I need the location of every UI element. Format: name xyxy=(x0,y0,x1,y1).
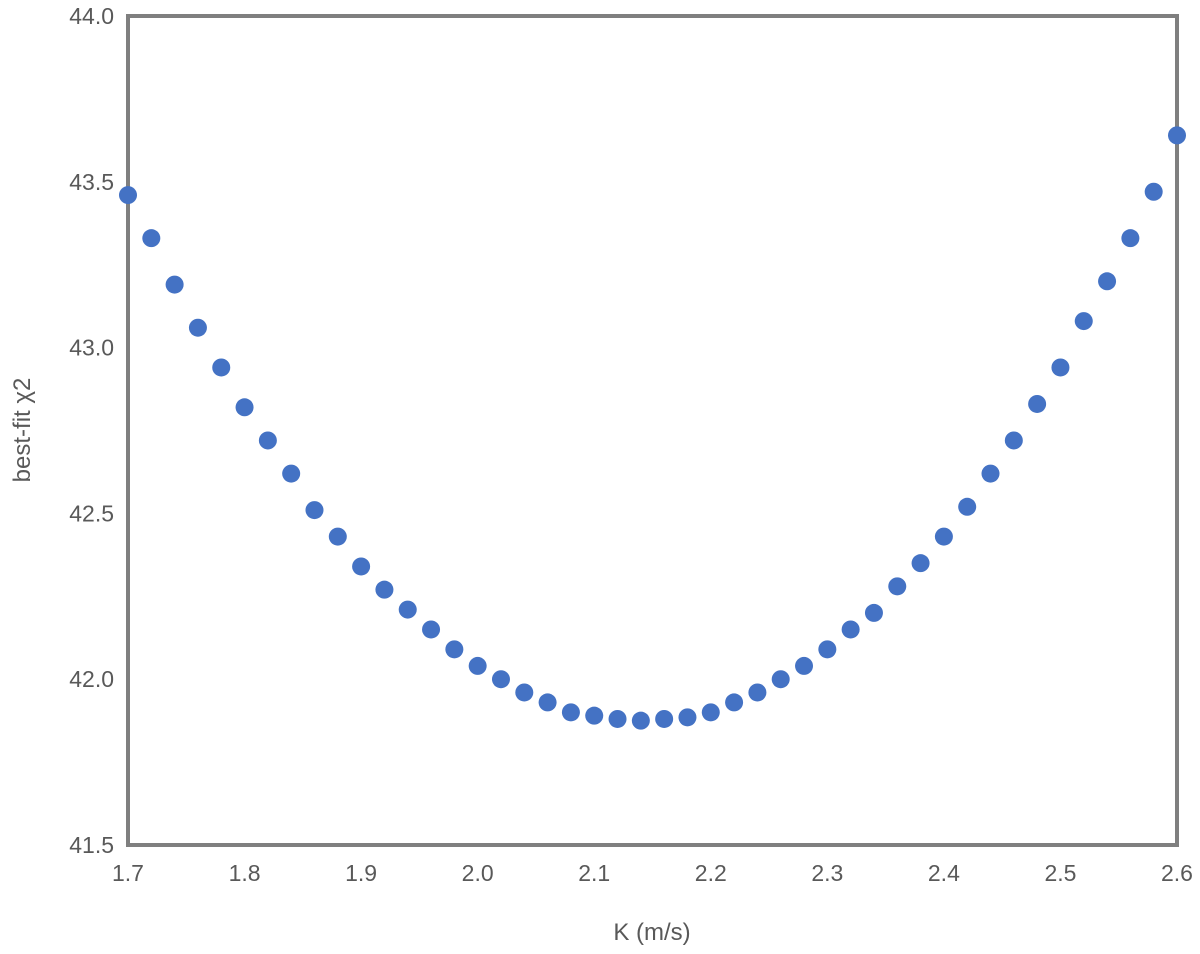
x-axis-title: K (m/s) xyxy=(613,919,690,946)
data-point xyxy=(585,706,604,725)
data-point xyxy=(328,527,347,546)
data-point xyxy=(1144,182,1163,201)
data-point xyxy=(398,600,417,619)
data-point xyxy=(678,708,697,727)
data-point xyxy=(445,640,464,659)
data-point xyxy=(1168,126,1186,145)
x-tick-label: 2.4 xyxy=(928,860,960,886)
data-point xyxy=(934,527,953,546)
data-point xyxy=(1051,358,1070,377)
x-tick-label: 2.3 xyxy=(811,860,843,886)
data-point xyxy=(958,497,977,516)
data-point xyxy=(1098,272,1117,291)
y-tick-label: 44.0 xyxy=(69,3,114,29)
x-tick-label: 2.5 xyxy=(1044,860,1076,886)
data-point xyxy=(142,229,161,248)
data-point xyxy=(981,464,1000,483)
data-point xyxy=(515,683,534,702)
data-point xyxy=(258,431,277,450)
data-point xyxy=(375,580,394,599)
data-point xyxy=(352,557,371,576)
data-point xyxy=(725,693,744,712)
data-point xyxy=(119,186,137,205)
data-point xyxy=(795,656,814,675)
data-point xyxy=(841,620,860,639)
x-tick-labels: 1.7 1.8 1.9 2.0 2.1 2.2 2.3 2.4 2.5 2.6 xyxy=(112,860,1193,886)
data-point xyxy=(1004,431,1023,450)
y-tick-labels: 41.5 42.0 42.5 43.0 43.5 44.0 xyxy=(69,3,114,858)
data-point xyxy=(212,358,231,377)
data-point xyxy=(282,464,301,483)
data-point xyxy=(491,670,510,689)
data-point xyxy=(911,554,930,573)
data-point xyxy=(188,318,207,337)
data-point xyxy=(655,709,674,728)
data-point xyxy=(1121,229,1140,248)
data-point xyxy=(468,656,487,675)
data-point xyxy=(818,640,837,659)
data-point xyxy=(1074,312,1093,331)
data-point xyxy=(305,501,324,520)
y-tick-label: 41.5 xyxy=(69,832,114,858)
data-point xyxy=(631,711,650,730)
data-point xyxy=(538,693,557,712)
data-point xyxy=(888,577,907,596)
data-point xyxy=(608,709,627,728)
y-axis-title: best-fit χ2 xyxy=(9,378,36,483)
x-tick-label: 1.9 xyxy=(345,860,377,886)
data-point xyxy=(235,398,254,417)
x-tick-label: 2.1 xyxy=(578,860,610,886)
x-tick-label: 2.2 xyxy=(695,860,727,886)
data-point xyxy=(701,703,720,722)
data-point xyxy=(165,275,184,294)
x-tick-label: 1.8 xyxy=(229,860,261,886)
plot-frame xyxy=(126,14,1179,847)
x-tick-label: 1.7 xyxy=(112,860,144,886)
data-point xyxy=(771,670,790,689)
y-tick-label: 42.5 xyxy=(69,500,114,526)
data-point xyxy=(561,703,580,722)
y-tick-label: 43.0 xyxy=(69,335,114,361)
data-point xyxy=(1028,394,1047,413)
data-point xyxy=(748,683,767,702)
y-tick-label: 42.0 xyxy=(69,666,114,692)
data-points xyxy=(119,126,1186,730)
x-tick-label: 2.6 xyxy=(1161,860,1193,886)
data-point xyxy=(422,620,441,639)
data-point xyxy=(864,603,883,622)
x-tick-label: 2.0 xyxy=(462,860,494,886)
y-tick-label: 43.5 xyxy=(69,169,114,195)
